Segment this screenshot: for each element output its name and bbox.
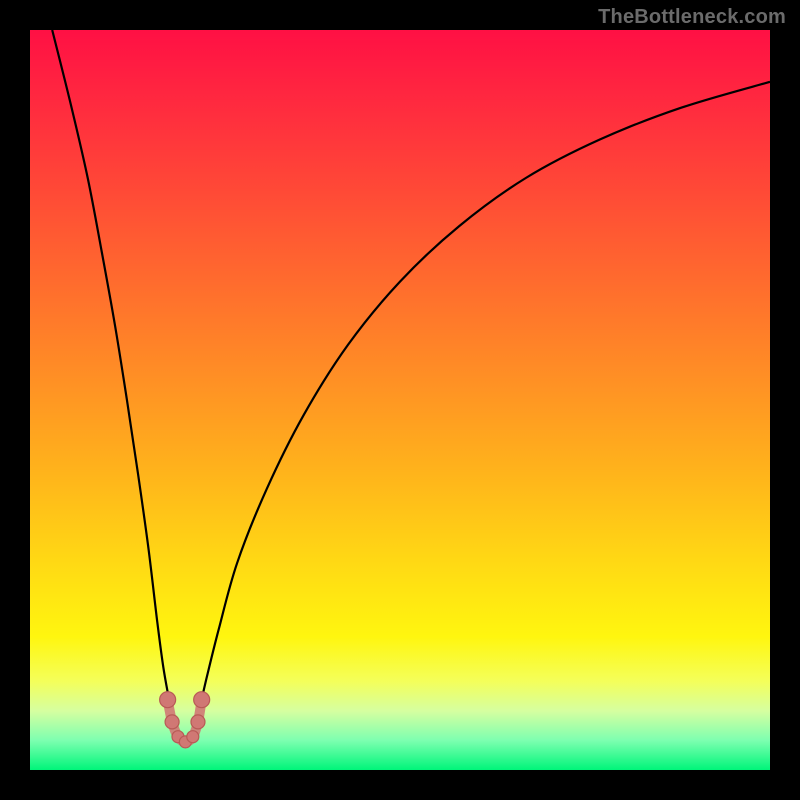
watermark-text: TheBottleneck.com (598, 6, 786, 29)
marker-dot (194, 692, 210, 708)
plot-area (30, 30, 770, 770)
marker-dot (165, 715, 179, 729)
plot-svg (30, 30, 770, 770)
marker-dot (187, 731, 199, 743)
chart-container: TheBottleneck.com (0, 0, 800, 800)
gradient-background (30, 30, 770, 770)
marker-dot (191, 715, 205, 729)
marker-dot (160, 692, 176, 708)
